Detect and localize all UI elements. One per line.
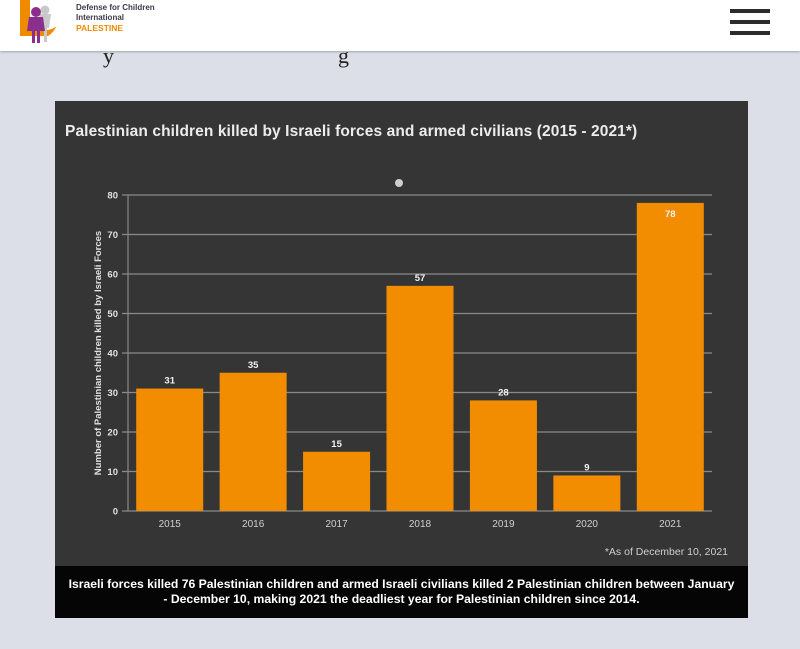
- bar-2018: [386, 285, 454, 511]
- x-tick-label: 2021: [659, 519, 682, 530]
- partial-article-text: y: [103, 43, 114, 68]
- chart-footnote: *As of December 10, 2021: [604, 546, 728, 558]
- hamburger-menu-icon[interactable]: [729, 8, 771, 36]
- bar-2019: [469, 400, 537, 511]
- data-label: 28: [498, 387, 509, 398]
- chart-caption: Israeli forces killed 76 Palestinian chi…: [55, 566, 748, 618]
- logo-text: Defense for Children International PALES…: [76, 3, 155, 33]
- y-tick-label: 20: [107, 428, 118, 439]
- data-label: 31: [164, 376, 175, 387]
- data-label: 57: [415, 273, 426, 284]
- site-header: Defense for Children International PALES…: [0, 0, 800, 51]
- x-tick-label: 2017: [325, 519, 348, 530]
- y-tick-label: 50: [107, 309, 118, 320]
- y-tick-label: 70: [107, 230, 118, 241]
- logo-line-2: International: [76, 13, 125, 22]
- chart-title: Palestinian children killed by Israeli f…: [65, 123, 638, 140]
- y-tick-label: 80: [107, 191, 118, 202]
- bar-chart: 0 10 20 30 40 50 60 70 80 Number of Palestinian c…: [93, 191, 712, 530]
- data-label: 35: [248, 360, 259, 371]
- bar-2016: [219, 372, 287, 511]
- data-label: 78: [665, 209, 676, 220]
- dci-palestine-logo[interactable]: [20, 0, 80, 44]
- x-tick-label: 2019: [492, 519, 515, 530]
- x-tick-label: 2015: [159, 519, 182, 530]
- x-tick-label: 2020: [576, 519, 599, 530]
- carousel-dot-icon[interactable]: [395, 179, 403, 187]
- y-tick-label: 40: [107, 349, 118, 360]
- x-tick-label: 2016: [242, 519, 265, 530]
- data-label: 9: [584, 462, 589, 473]
- chart-container: Palestinian children killed by Israeli f…: [55, 101, 748, 566]
- bar-2020: [553, 475, 621, 511]
- logo-mark-icon: [20, 0, 62, 43]
- data-label: 15: [331, 439, 342, 450]
- caption-text: Israeli forces killed 76 Palestinian chi…: [68, 577, 735, 606]
- y-axis-label: Number of Palestinian children killed by…: [93, 231, 104, 475]
- y-tick-label: 30: [107, 388, 118, 399]
- y-tick-label: 0: [113, 507, 118, 518]
- bar-2017: [303, 451, 371, 511]
- logo-line-3: PALESTINE: [76, 23, 124, 33]
- bar-2015: [136, 388, 204, 511]
- y-tick-label: 10: [107, 467, 118, 478]
- bar-2021: [636, 202, 704, 511]
- x-tick-label: 2018: [409, 519, 432, 530]
- y-tick-label: 60: [107, 270, 118, 281]
- partial-article-text: g: [338, 43, 349, 68]
- logo-line-1: Defense for Children: [76, 3, 155, 12]
